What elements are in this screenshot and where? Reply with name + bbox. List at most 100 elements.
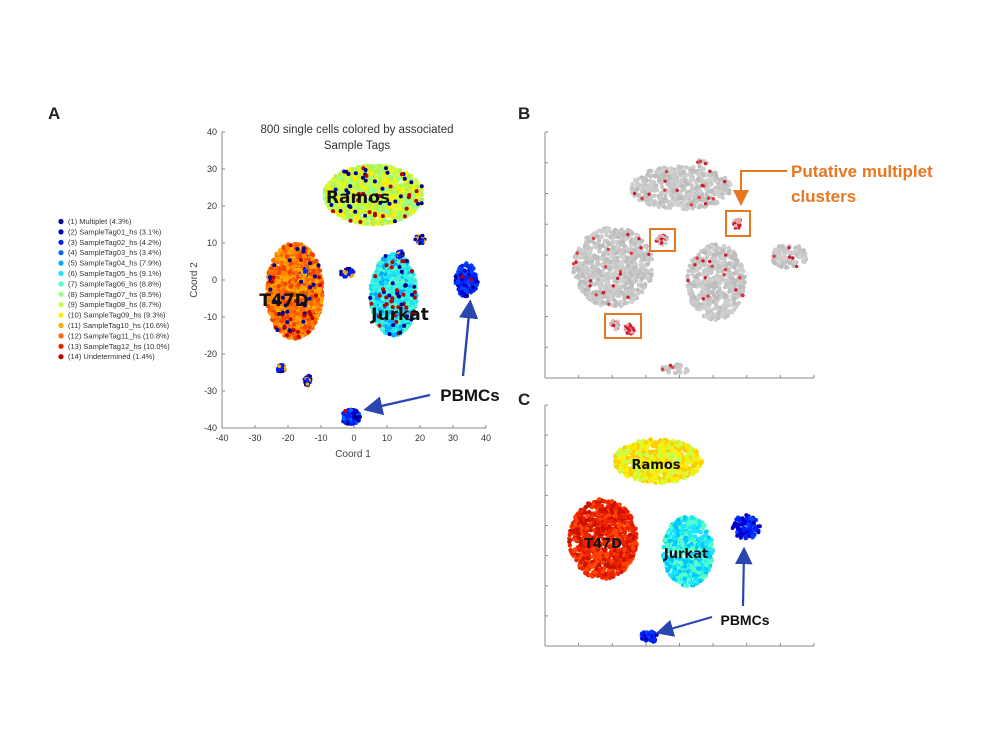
legend-label: (4) SampleTag03_hs (3.4%) [68,248,162,257]
data-point [381,287,386,292]
data-point [310,316,315,321]
legend-label: (2) SampleTag01_hs (3.1%) [68,227,162,236]
data-point [402,176,407,181]
data-point [291,276,296,282]
data-point [410,269,414,274]
legend-label: (5) SampleTag04_hs (7.9%) [68,259,162,268]
data-point [302,313,307,318]
data-point [394,193,399,198]
data-point [380,326,386,332]
data-point [377,293,382,298]
data-point [384,177,390,182]
data-point [313,274,318,279]
data-point [302,259,307,264]
data-point [312,264,318,269]
data-point [398,330,403,335]
panel-b-points [571,158,808,376]
data-point [409,211,414,216]
y-tick-label: -20 [204,349,217,359]
data-point [419,192,424,197]
y-tick-label: 10 [207,238,217,248]
data-point [273,321,278,326]
data-point [283,249,288,254]
data-point [393,265,399,271]
chart-title-line-1: 800 single cells colored by associated [260,124,453,136]
data-point [409,299,415,305]
data-point [397,282,402,288]
panel-a-chart: 800 single cells colored by associated S… [58,124,500,460]
data-point [308,374,312,378]
data-point [273,270,278,275]
data-point [282,277,287,282]
data-point [412,290,417,295]
legend-label: (3) SampleTag02_hs (4.2%) [68,238,162,247]
data-point [379,271,384,276]
data-point [272,263,277,268]
cluster-label-ramos: Ramos [326,188,390,208]
data-point [413,237,418,242]
data-point [373,168,379,174]
data-point [420,233,425,238]
data-point [305,278,310,283]
data-point [407,193,412,197]
data-point [391,252,397,257]
cluster-label-jurkat: Jurkat [370,305,429,325]
data-point [337,182,342,188]
data-point [384,295,389,300]
legend-swatch [58,322,64,329]
panel-letter-a: A [48,104,60,123]
data-point [391,292,396,297]
data-point [407,175,412,180]
legend-label: (6) SampleTag05_hs (9.1%) [68,269,162,278]
data-point [340,178,346,183]
data-point [383,280,388,285]
data-point [390,260,395,265]
data-point [406,267,411,272]
data-point [296,329,300,334]
legend-label: (8) SampleTag07_hs (8.5%) [68,290,162,299]
y-tick-label: 20 [207,201,217,211]
data-point [285,333,289,338]
data-point [374,164,379,169]
data-point [363,168,368,172]
data-point [459,290,464,295]
data-point [418,241,422,246]
data-point [370,164,375,170]
data-point [384,166,388,171]
data-point [404,206,409,211]
data-point [397,265,402,270]
data-point [402,263,407,268]
data-point [363,213,368,218]
data-point [351,180,356,186]
y-axis-label: Coord 2 [189,262,200,298]
data-point [320,293,325,298]
data-point [285,320,290,325]
data-point [470,285,475,290]
data-point [379,260,384,266]
data-point [349,268,354,273]
data-point [316,307,321,312]
legend-swatch [58,218,64,225]
data-point [414,189,419,194]
data-point [384,263,389,268]
data-point [311,282,316,287]
x-tick-label: 10 [382,433,392,443]
data-point [467,265,472,270]
data-point [331,209,335,214]
data-point [314,293,318,298]
data-point [275,328,280,332]
data-point [358,219,363,224]
data-point [399,172,404,177]
y-tick-label: -40 [204,423,217,433]
data-point [340,273,345,277]
data-point [457,266,462,271]
data-point [344,176,349,181]
data-point [373,274,378,279]
y-tick-label: 0 [212,275,217,285]
data-point [374,218,379,224]
data-point [306,320,312,326]
data-point [277,364,282,369]
legend-swatch [58,239,64,245]
data-point [397,294,402,299]
